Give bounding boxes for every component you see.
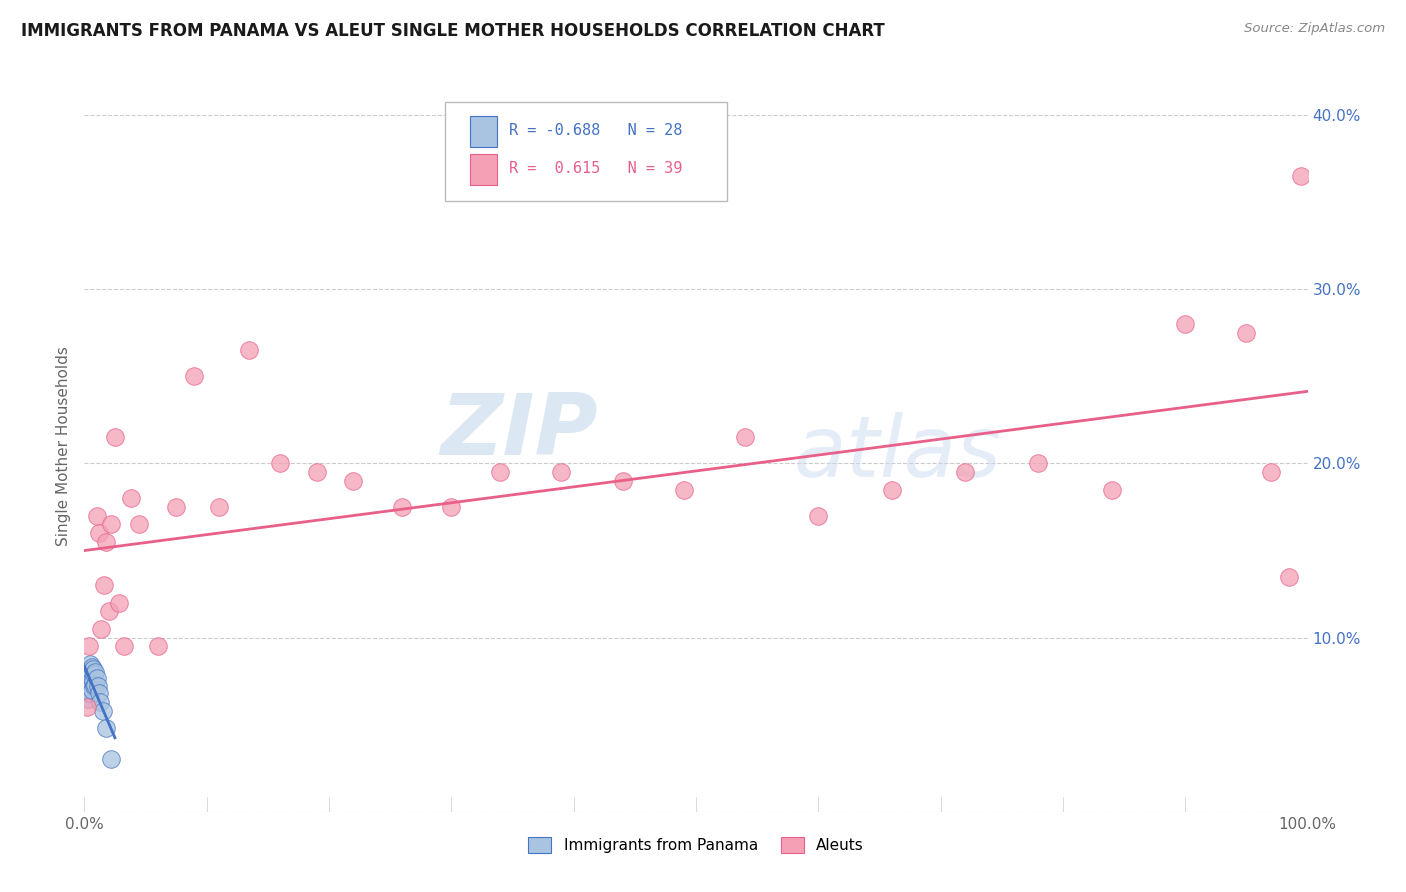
Point [93, 578, 115, 592]
Point [82, 674, 104, 689]
Point [80, 673, 103, 687]
FancyBboxPatch shape [470, 116, 496, 147]
Point [100, 517, 122, 532]
Point [953, 465, 976, 479]
Point [96, 534, 118, 549]
Text: R = -0.688   N = 28: R = -0.688 N = 28 [509, 123, 682, 138]
Point [79, 686, 101, 700]
Point [269, 457, 291, 471]
Point [165, 500, 187, 514]
Legend: Immigrants from Panama, Aleuts: Immigrants from Panama, Aleuts [522, 830, 870, 859]
Point [208, 500, 231, 514]
Point [77, 682, 100, 697]
Point [1101, 483, 1123, 497]
Point [183, 369, 205, 384]
Point [672, 483, 695, 497]
Point [880, 483, 903, 497]
Point [489, 465, 512, 479]
Point [77, 691, 100, 706]
Point [112, 640, 135, 654]
Point [83, 679, 105, 693]
Point [83, 667, 105, 681]
Point [1260, 465, 1282, 479]
Point [97, 604, 120, 618]
Point [79, 657, 101, 671]
Point [120, 491, 142, 506]
Point [77, 677, 100, 691]
Point [82, 662, 104, 676]
Point [391, 500, 413, 514]
Point [1291, 169, 1313, 183]
Point [550, 465, 572, 479]
Point [612, 474, 634, 488]
FancyBboxPatch shape [470, 154, 496, 185]
FancyBboxPatch shape [446, 103, 727, 201]
Point [1028, 457, 1050, 471]
Point [77, 662, 100, 676]
Point [104, 430, 127, 444]
Point [100, 752, 122, 766]
Point [87, 526, 110, 541]
Point [87, 679, 110, 693]
Point [77, 640, 100, 654]
Point [75, 679, 97, 693]
Point [86, 671, 108, 685]
Point [734, 430, 756, 444]
Text: R =  0.615   N = 39: R = 0.615 N = 39 [509, 161, 682, 177]
Point [77, 665, 100, 680]
Point [128, 517, 150, 532]
Text: IMMIGRANTS FROM PANAMA VS ALEUT SINGLE MOTHER HOUSEHOLDS CORRELATION CHART: IMMIGRANTS FROM PANAMA VS ALEUT SINGLE M… [21, 22, 884, 40]
Point [87, 686, 110, 700]
Point [146, 640, 169, 654]
Point [79, 669, 101, 683]
Point [76, 686, 98, 700]
Point [342, 474, 364, 488]
Point [440, 500, 463, 514]
Point [238, 343, 260, 358]
Point [77, 673, 100, 687]
Point [807, 508, 830, 523]
Point [305, 465, 328, 479]
Point [107, 596, 129, 610]
Point [84, 665, 107, 680]
Text: atlas: atlas [794, 412, 1002, 495]
Point [89, 695, 111, 709]
Text: ZIP: ZIP [440, 390, 598, 473]
Point [1236, 326, 1258, 340]
Point [86, 508, 108, 523]
Point [91, 704, 114, 718]
Point [96, 721, 118, 735]
Point [76, 700, 98, 714]
Point [1278, 569, 1301, 583]
Y-axis label: Single Mother Households: Single Mother Households [56, 346, 72, 546]
Point [80, 660, 103, 674]
Text: Source: ZipAtlas.com: Source: ZipAtlas.com [1244, 22, 1385, 36]
Point [76, 674, 98, 689]
Point [1174, 317, 1197, 331]
Point [84, 677, 107, 691]
Point [80, 682, 103, 697]
Point [90, 622, 112, 636]
